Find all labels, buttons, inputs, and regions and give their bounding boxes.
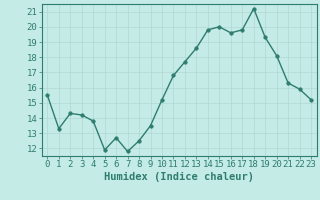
X-axis label: Humidex (Indice chaleur): Humidex (Indice chaleur) <box>104 172 254 182</box>
